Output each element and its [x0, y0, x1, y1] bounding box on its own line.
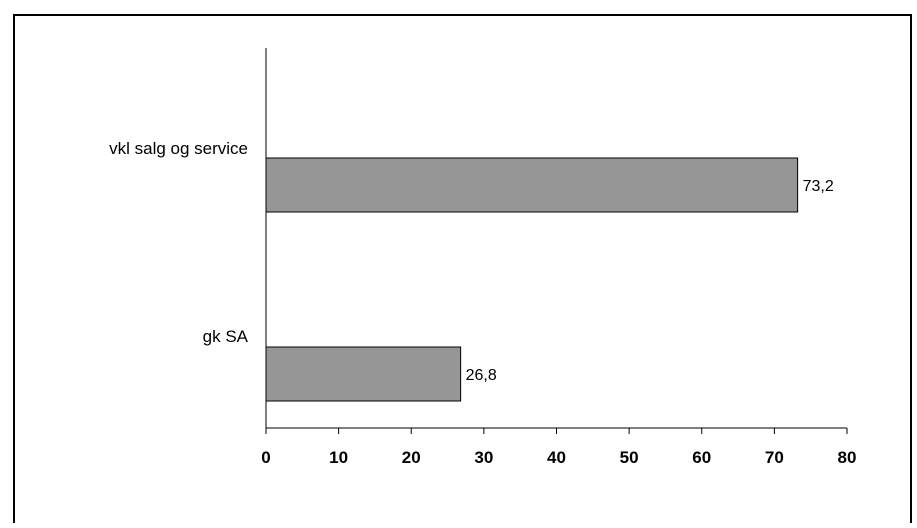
data-label: 26,8 — [466, 367, 497, 384]
labels-layer: 73,2 vkl salg og service 26,8 gk SA — [109, 139, 834, 384]
x-tick-label: 80 — [838, 448, 857, 467]
x-tick-label: 0 — [261, 448, 270, 467]
bar-2 — [265, 346, 462, 402]
x-tick-label: 50 — [620, 448, 639, 467]
x-tick-label: 20 — [402, 448, 421, 467]
category-label: vkl salg og service — [109, 139, 248, 158]
x-axis-ticks: 0 10 20 30 40 50 60 70 80 — [261, 428, 856, 467]
x-tick-label: 30 — [474, 448, 493, 467]
x-tick-label: 40 — [547, 448, 566, 467]
chart-border — [13, 14, 912, 528]
category-label: gk SA — [203, 327, 249, 346]
x-tick-label: 60 — [692, 448, 711, 467]
bars-layer — [265, 157, 799, 402]
x-tick-label: 10 — [329, 448, 348, 467]
bar-1 — [265, 157, 799, 213]
data-label: 73,2 — [803, 178, 834, 195]
x-tick-label: 70 — [765, 448, 784, 467]
